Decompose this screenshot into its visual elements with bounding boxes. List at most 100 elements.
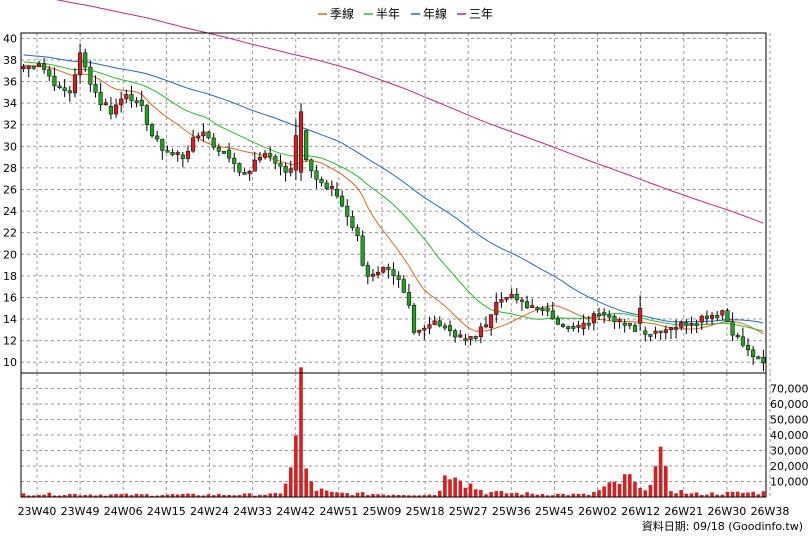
volume-bar (258, 494, 262, 497)
candle-body (530, 305, 535, 308)
volume-bar (730, 491, 735, 497)
price-tick-label: 28 (3, 162, 17, 175)
volume-bar (196, 495, 201, 497)
candle-body (525, 301, 530, 308)
volume-bar (242, 493, 247, 497)
candle-body (550, 310, 555, 320)
volume-bar (669, 491, 673, 497)
candle-body (745, 345, 751, 351)
candle-body (545, 307, 550, 312)
volume-bar (62, 494, 67, 497)
price-tick-label: 18 (3, 270, 17, 283)
volume-bar (453, 477, 457, 497)
candle-body (412, 304, 417, 333)
volume-bar (319, 488, 324, 497)
volume-bar (653, 466, 658, 497)
volume-bar (679, 490, 684, 497)
candle-body (761, 357, 766, 364)
volume-bar (586, 495, 591, 497)
candle-body (653, 330, 658, 334)
volume-bar (607, 482, 612, 497)
volume-bar (294, 435, 298, 497)
candle-body (489, 314, 494, 328)
candle-body (83, 52, 88, 68)
volume-bar (206, 494, 211, 497)
volume-bar (273, 492, 278, 497)
volume-bar (181, 494, 185, 497)
x-tick-label: 26W30 (707, 505, 746, 518)
candle-body (602, 312, 607, 316)
candle-body (309, 159, 314, 172)
candle-body (124, 94, 129, 100)
candle-body (658, 330, 663, 333)
volume-bar (633, 482, 637, 497)
volume-bar (201, 495, 206, 497)
volume-bar (499, 490, 504, 497)
candle-body (340, 195, 345, 207)
candle-body (386, 267, 391, 270)
candle-body (417, 329, 422, 333)
volume-bar (751, 491, 755, 497)
volume-bar (160, 495, 165, 497)
volume-bar (473, 489, 478, 497)
volume-bar (720, 494, 725, 497)
volume-grid (21, 373, 771, 497)
volume-bar (42, 494, 46, 497)
candle-body (607, 314, 612, 318)
candle-body (283, 165, 288, 173)
candle-body (638, 307, 643, 324)
volume-bar (648, 484, 653, 497)
candle-body (447, 325, 453, 331)
candle-body (134, 100, 139, 104)
candle-body (740, 336, 745, 346)
ma-line-3 (55, 0, 764, 224)
candle-body (47, 69, 52, 77)
volume-bar (761, 491, 766, 497)
candle-body (735, 334, 740, 338)
volume-bar (170, 494, 175, 497)
volume-bar (643, 490, 648, 497)
volume-bar (283, 483, 288, 497)
candle-body (555, 318, 560, 325)
volume-bar (525, 492, 529, 497)
volume-bar (360, 492, 365, 497)
volume-bar (263, 494, 267, 497)
volume-bar (468, 483, 473, 497)
volume-bar (227, 494, 231, 497)
candle-body (319, 179, 324, 184)
candle-body (129, 94, 134, 101)
x-tick-label: 24W51 (319, 505, 358, 518)
candle-body (334, 189, 340, 197)
candle-body (514, 294, 519, 301)
volume-bar (155, 495, 159, 497)
candle-body (422, 327, 427, 331)
volume-tick-label: 40,000 (770, 429, 808, 442)
volume-bar (191, 493, 195, 497)
volume-bar (119, 494, 123, 497)
candle-body (119, 98, 124, 106)
volume-bar (407, 495, 411, 497)
x-tick-label: 25W27 (449, 505, 488, 518)
volume-bar (756, 494, 761, 497)
volume-bar (504, 493, 509, 497)
candle-body (108, 106, 113, 115)
volume-tick-label: 60,000 (770, 398, 808, 411)
candle-body (26, 65, 31, 69)
volume-bar (494, 491, 499, 497)
candle-body (155, 135, 160, 140)
volume-bar (401, 495, 406, 497)
candle-body (499, 299, 504, 303)
candle-body (710, 315, 715, 319)
candle-body (293, 135, 298, 171)
x-tick-label: 26W38 (751, 505, 790, 518)
candle-body (221, 151, 226, 154)
x-tick-label: 26W21 (664, 505, 703, 518)
volume-bar (741, 492, 745, 497)
volume-bar (278, 493, 283, 497)
volume-bar (47, 492, 52, 497)
volume-bar (340, 492, 344, 497)
volume-bar (617, 483, 622, 497)
legend-label-0: 季線 (330, 6, 354, 21)
volume-bar (628, 474, 632, 497)
candle-body (663, 329, 668, 333)
